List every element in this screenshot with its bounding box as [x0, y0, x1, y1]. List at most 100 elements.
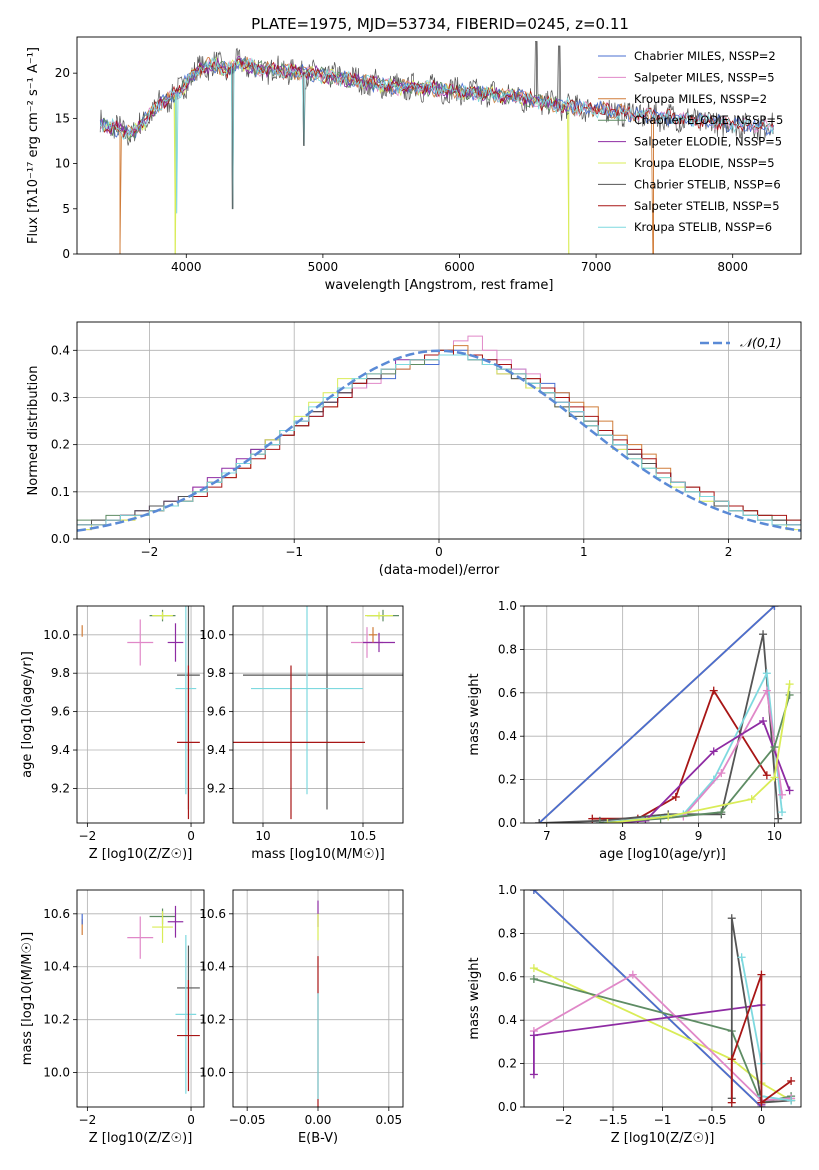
y-tick-label: 15 [55, 111, 70, 125]
legend: 𝒩(0,1) [700, 335, 782, 350]
y-axis-label: mass weight [467, 957, 482, 1039]
y-axis-label: mass [log10(M/M☉)] [20, 932, 35, 1065]
figure-title: PLATE=1975, MJD=53734, FIBERID=0245, z=0… [251, 15, 629, 33]
chart-age_vs_Z: −2 0 9.2 9.4 9.6 9.8 10.0 Z [log10(Z/Z☉)] age [l… [20, 605, 205, 862]
legend-label: Kroupa STELIB, NSSP=6 [634, 220, 772, 234]
y-tick-label: 9.8 [51, 666, 70, 680]
x-tick-label: 10 [255, 829, 270, 843]
legend-label: Chabrier STELIB, NSSP=6 [634, 177, 781, 191]
y-tick-label: 0.0 [498, 816, 517, 830]
x-tick-label: −1 [654, 1113, 672, 1127]
x-tick-label: 0 [187, 1113, 195, 1127]
y-axis-label: Normed distribution [26, 366, 41, 496]
legend-label: Salpeter ELODIE, NSSP=5 [634, 135, 782, 149]
chart-weight_vs_age: 7 8 9 10 0.0 0.2 0.4 0.6 0.8 1.0 age [log10(age/yr… [467, 599, 802, 862]
weight-line [533, 890, 763, 1107]
y-tick-label: 9.6 [207, 705, 226, 719]
spectrum-line [99, 56, 775, 214]
x-axis-label: Z [log10(Z/Z☉)] [89, 1131, 193, 1146]
x-tick-label: −2 [141, 545, 159, 559]
y-axis-label: age [log10(age/yr)] [20, 651, 35, 778]
weight-line [539, 633, 780, 823]
x-tick-label: 0.05 [375, 1113, 402, 1127]
y-tick-label: 9.4 [51, 743, 70, 757]
chart-spectrum: 4000 5000 6000 7000 8000 0 5 10 15 20 Chabrier MIL… [26, 36, 802, 293]
y-tick-label: 0.4 [498, 1013, 517, 1027]
legend-label: 𝒩(0,1) [740, 335, 782, 350]
y-tick-label: 0.3 [51, 390, 70, 404]
x-tick-label: 8000 [717, 260, 748, 274]
y-tick-label: 10.6 [43, 907, 70, 921]
y-axis-label: mass weight [467, 673, 482, 755]
axes-frame [76, 321, 802, 540]
x-tick-label: 2 [725, 545, 733, 559]
x-tick-label: 10 [767, 829, 782, 843]
x-tick-label: 0 [758, 1113, 766, 1127]
y-tick-label: 0.8 [498, 926, 517, 940]
legend-label: Salpeter STELIB, NSSP=5 [634, 199, 780, 213]
legend: Chabrier MILES, NSSP=2 Salpeter MILES, NS… [598, 49, 783, 234]
y-tick-label: 0.2 [51, 438, 70, 452]
plot-area [535, 606, 794, 823]
spectrum-line [101, 56, 570, 254]
weight-line [730, 918, 792, 1104]
y-tick-label: 9.4 [207, 743, 226, 757]
x-tick-label: 7 [543, 829, 551, 843]
axes-frame [523, 605, 802, 824]
y-tick-label: 0.6 [498, 686, 517, 700]
x-tick-label: 0.00 [305, 1113, 332, 1127]
y-tick-label: 20 [55, 66, 70, 80]
x-tick-label: 8 [619, 829, 627, 843]
y-tick-label: 10.6 [199, 907, 226, 921]
axes-frame [76, 36, 802, 255]
y-tick-label: 10 [55, 157, 70, 171]
y-tick-label: 5 [62, 202, 70, 216]
y-tick-label: 10.0 [43, 1066, 70, 1080]
x-tick-label: 0 [187, 829, 195, 843]
x-axis-label: Z [log10(Z/Z☉)] [611, 1131, 715, 1146]
x-axis-label: (data-model)/error [379, 563, 500, 578]
chart-mass_vs_ebv: −0.05 0.00 0.05 10.0 10.2 10.4 10.6 E(B-V) [199, 889, 404, 1146]
x-tick-label: −2 [79, 1113, 97, 1127]
spectrum-line [119, 56, 654, 254]
plot-area [77, 335, 801, 539]
y-tick-label: 0.2 [498, 1057, 517, 1071]
y-tick-label: 9.2 [51, 781, 70, 795]
spectrum-line [101, 57, 570, 141]
y-tick-label: 9.8 [207, 666, 226, 680]
y-tick-label: 0.6 [498, 970, 517, 984]
x-tick-label: 7000 [581, 260, 612, 274]
chart-age_vs_mass: 10 10.5 9.2 9.4 9.6 9.8 10.0 mass [log10(M/M☉)] [199, 605, 404, 862]
legend-label: Kroupa MILES, NSSP=2 [634, 92, 767, 106]
axes-frame [76, 889, 205, 1108]
axes-frame [232, 605, 404, 824]
x-axis-label: mass [log10(M/M☉)] [251, 847, 384, 862]
legend-label: Chabrier MILES, NSSP=2 [634, 49, 776, 63]
x-tick-label: −0.05 [229, 1113, 266, 1127]
legend-label: Kroupa ELODIE, NSSP=5 [634, 156, 775, 170]
y-tick-label: 10.2 [43, 1013, 70, 1027]
x-tick-label: 4000 [171, 260, 202, 274]
y-tick-label: 0.2 [498, 773, 517, 787]
y-tick-label: 10.4 [43, 960, 70, 974]
legend-label: Salpeter MILES, NSSP=5 [634, 70, 775, 84]
chart-residuals: −2 −1 0 1 2 0.0 0.1 0.2 0.3 0.4 𝒩(0,1) (data-model)… [26, 321, 802, 578]
y-axis-label: Flux [fλ10⁻¹⁷ erg cm⁻² s⁻¹ A⁻¹] [26, 47, 41, 244]
axes-frame [76, 605, 205, 824]
plot-area [81, 606, 200, 820]
y-tick-label: 10.2 [199, 1013, 226, 1027]
y-tick-label: 10.0 [199, 628, 226, 642]
y-tick-label: 1.0 [498, 599, 517, 613]
x-tick-label: −1 [285, 545, 303, 559]
plot-area [529, 890, 796, 1107]
y-tick-label: 0.0 [51, 532, 70, 546]
plot-area [233, 606, 403, 820]
x-tick-label: 9 [695, 829, 703, 843]
legend-label: Chabrier ELODIE, NSSP=5 [634, 113, 783, 127]
axes-frame [232, 889, 404, 1108]
y-tick-label: 10.0 [199, 1066, 226, 1080]
x-tick-label: 1 [580, 545, 588, 559]
y-tick-label: 9.6 [51, 705, 70, 719]
normal-curve [77, 349, 801, 532]
